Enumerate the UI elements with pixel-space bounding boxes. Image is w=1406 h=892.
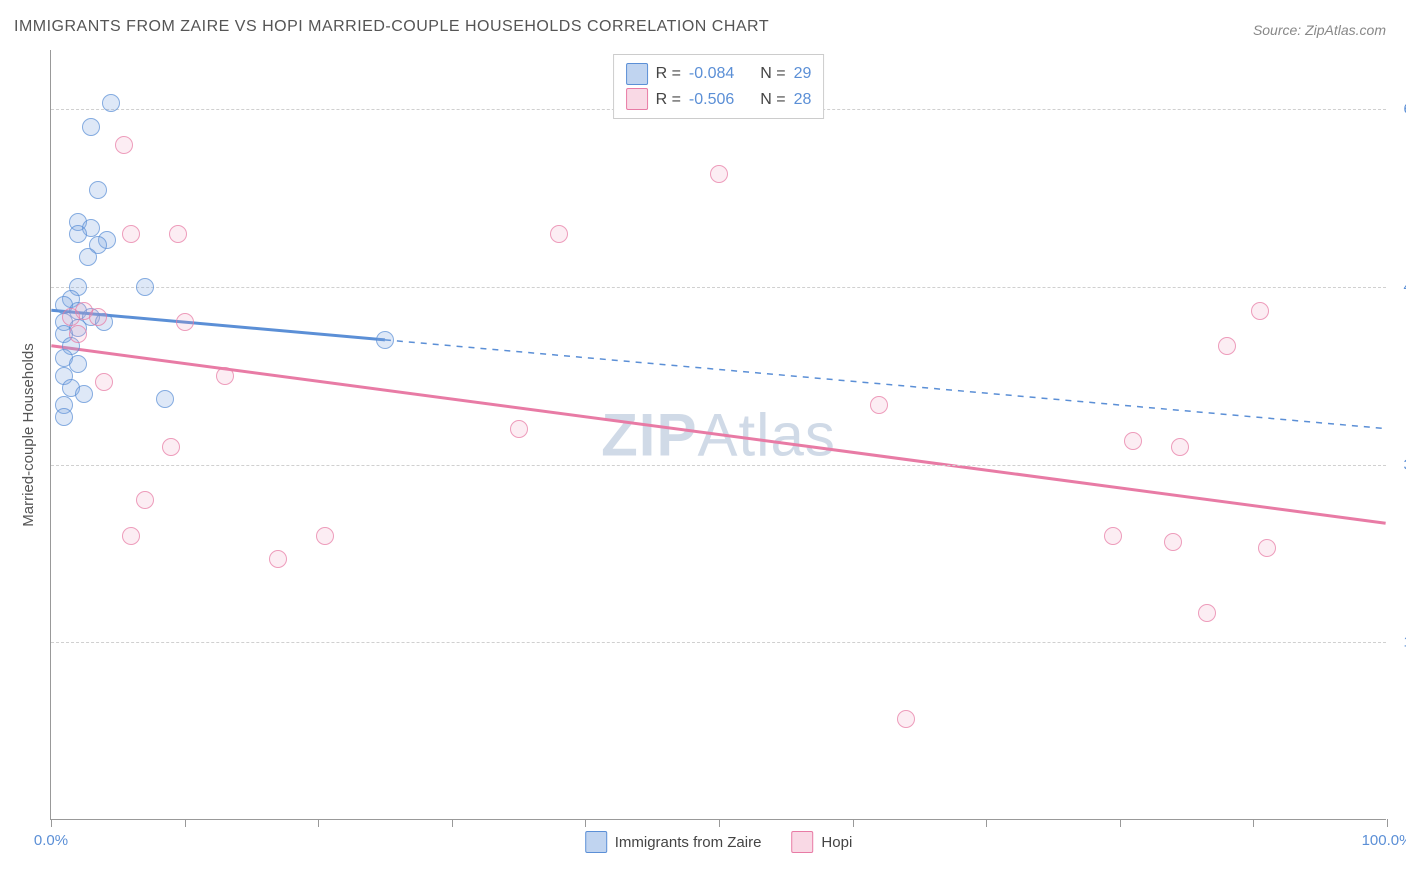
y-tick-label: 45.0% [1391,278,1406,295]
data-point [75,385,93,403]
r-label: R = [656,87,681,113]
data-point [156,390,174,408]
x-tick-label: 0.0% [34,832,68,849]
y-tick-label: 30.0% [1391,456,1406,473]
x-tick [1253,819,1254,827]
x-tick [585,819,586,827]
data-point [115,136,133,154]
legend-row-blue: R = -0.084 N = 29 [626,61,812,87]
data-point [550,225,568,243]
data-point [162,438,180,456]
data-point [62,308,80,326]
x-tick [1387,819,1388,827]
n-value-pink: 28 [794,87,812,113]
watermark-light: Atlas [697,401,835,468]
n-label: N = [760,61,785,87]
x-tick [719,819,720,827]
legend-label-pink: Hopi [821,834,852,851]
watermark: ZIPAtlas [601,400,836,469]
data-point [269,550,287,568]
data-point [55,408,73,426]
data-point [897,710,915,728]
data-point [122,527,140,545]
series-legend: Immigrants from Zaire Hopi [585,831,853,853]
data-point [316,527,334,545]
data-point [69,225,87,243]
data-point [870,396,888,414]
legend-row-pink: R = -0.506 N = 28 [626,87,812,113]
x-tick [185,819,186,827]
data-point [1104,527,1122,545]
data-point [1198,604,1216,622]
data-point [176,313,194,331]
chart-title: IMMIGRANTS FROM ZAIRE VS HOPI MARRIED-CO… [14,18,769,36]
n-value-blue: 29 [794,61,812,87]
data-point [82,118,100,136]
data-point [1258,539,1276,557]
data-point [510,420,528,438]
data-point [136,278,154,296]
legend-item-pink: Hopi [791,831,852,853]
data-point [122,225,140,243]
x-tick [51,819,52,827]
data-point [136,491,154,509]
swatch-blue-icon [626,63,648,85]
swatch-pink-icon [626,88,648,110]
y-tick-label: 60.0% [1391,101,1406,118]
plot-area: R = -0.084 N = 29 R = -0.506 N = 28 ZIPA… [50,50,1386,820]
x-tick [853,819,854,827]
legend-item-blue: Immigrants from Zaire [585,831,762,853]
data-point [79,248,97,266]
data-point [1218,337,1236,355]
data-point [169,225,187,243]
gridline [51,642,1386,643]
gridline [51,287,1386,288]
data-point [1171,438,1189,456]
source-attribution: Source: ZipAtlas.com [1253,22,1386,38]
data-point [69,325,87,343]
data-point [1164,533,1182,551]
data-point [216,367,234,385]
legend-label-blue: Immigrants from Zaire [615,834,762,851]
data-point [1124,432,1142,450]
y-tick-label: 15.0% [1391,634,1406,651]
correlation-legend: R = -0.084 N = 29 R = -0.506 N = 28 [613,54,825,119]
data-point [89,308,107,326]
data-point [710,165,728,183]
x-tick [986,819,987,827]
y-axis-title: Married-couple Households [20,343,37,526]
r-value-pink: -0.506 [689,87,734,113]
x-tick [318,819,319,827]
data-point [1251,302,1269,320]
swatch-blue-icon [585,831,607,853]
n-label: N = [760,87,785,113]
x-tick-label: 100.0% [1362,832,1406,849]
r-label: R = [656,61,681,87]
data-point [89,181,107,199]
swatch-pink-icon [791,831,813,853]
gridline [51,465,1386,466]
r-value-blue: -0.084 [689,61,734,87]
data-point [376,331,394,349]
watermark-bold: ZIP [601,401,697,468]
x-tick [1120,819,1121,827]
data-point [102,94,120,112]
x-tick [452,819,453,827]
data-point [95,373,113,391]
